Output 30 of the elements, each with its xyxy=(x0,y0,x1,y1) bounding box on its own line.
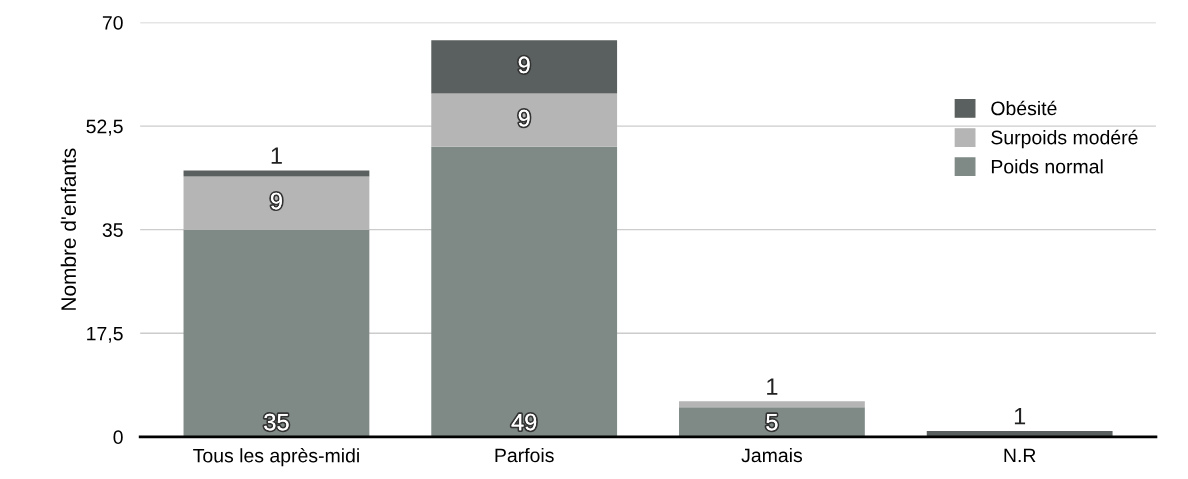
y-tick-label: 52,5 xyxy=(86,119,123,136)
legend-label: Surpoids modéré xyxy=(991,129,1138,149)
data-label: 9 xyxy=(518,56,530,74)
y-axis-title: Nombre d'enfants xyxy=(60,148,76,310)
legend-label: Obésité xyxy=(991,100,1057,116)
bar xyxy=(431,146,618,437)
y-tick-label: 17,5 xyxy=(87,326,123,343)
data-label: 49 xyxy=(511,413,537,431)
data-label: 1 xyxy=(1014,408,1026,425)
bar xyxy=(183,229,370,437)
legend-label: Poids normal xyxy=(991,159,1103,174)
x-tick-label: Parfois xyxy=(495,447,554,463)
bar xyxy=(431,40,618,94)
y-tick-label: 35 xyxy=(102,223,123,237)
data-label: 1 xyxy=(767,378,778,395)
y-tick-label: 70 xyxy=(102,15,123,30)
data-label: 5 xyxy=(766,413,778,431)
bar xyxy=(679,407,865,437)
x-tick-label: Tous les après-midi xyxy=(193,447,359,467)
x-tick-label: N.R xyxy=(1004,448,1036,463)
data-label: 9 xyxy=(518,109,530,127)
data-label: 1 xyxy=(271,147,282,164)
bar xyxy=(431,93,618,147)
y-tick-label: 0 xyxy=(113,430,123,445)
bar xyxy=(183,170,370,177)
x-tick-label: Jamais xyxy=(741,447,803,463)
bar xyxy=(679,401,865,408)
data-label: 9 xyxy=(270,192,282,210)
bar xyxy=(183,176,370,230)
data-label: 35 xyxy=(264,413,289,431)
